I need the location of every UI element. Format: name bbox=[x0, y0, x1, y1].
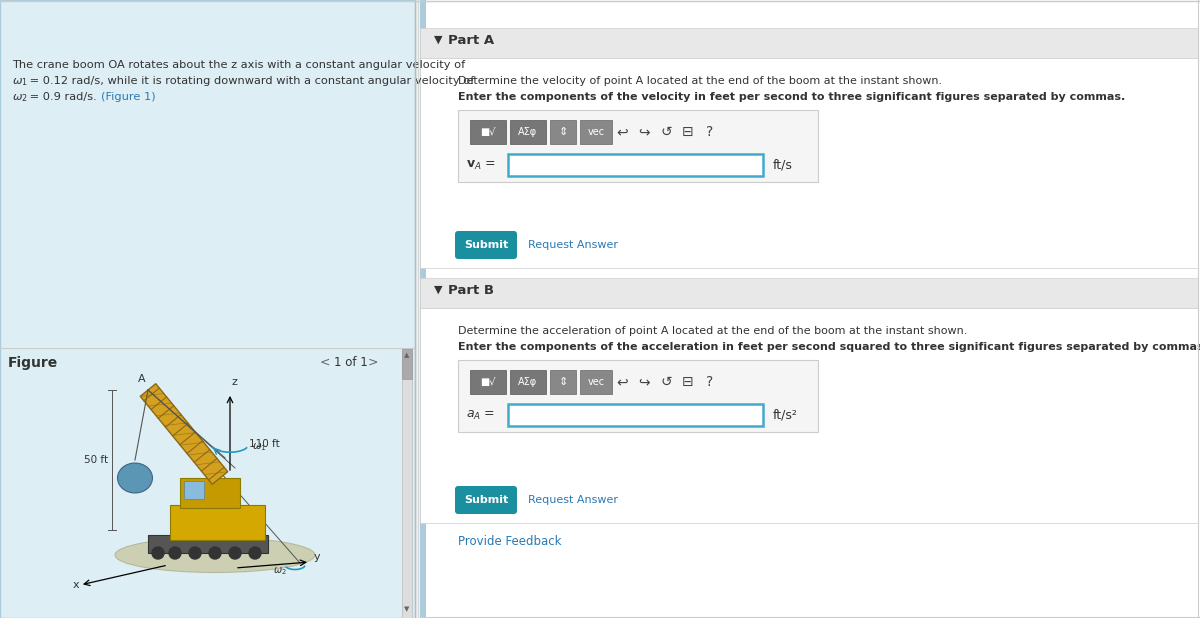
FancyBboxPatch shape bbox=[508, 154, 763, 176]
Text: Part B: Part B bbox=[448, 284, 494, 297]
Text: $\mathit{\omega}_2$: $\mathit{\omega}_2$ bbox=[12, 92, 28, 104]
Text: ↩: ↩ bbox=[616, 375, 628, 389]
Text: vec: vec bbox=[588, 127, 605, 137]
Polygon shape bbox=[140, 384, 228, 485]
Text: ft/s²: ft/s² bbox=[773, 408, 798, 421]
Ellipse shape bbox=[118, 463, 152, 493]
FancyBboxPatch shape bbox=[420, 28, 1198, 58]
FancyBboxPatch shape bbox=[420, 308, 1198, 523]
Circle shape bbox=[190, 547, 202, 559]
Text: $\omega_2$: $\omega_2$ bbox=[274, 565, 287, 577]
Text: ⇕: ⇕ bbox=[558, 127, 568, 137]
Text: vec: vec bbox=[588, 377, 605, 387]
Text: Enter the components of the velocity in feet per second to three significant fig: Enter the components of the velocity in … bbox=[458, 92, 1126, 102]
Text: $a_A$ =: $a_A$ = bbox=[466, 408, 496, 421]
Text: ■√: ■√ bbox=[480, 377, 496, 387]
Circle shape bbox=[229, 547, 241, 559]
Text: 1 of 1: 1 of 1 bbox=[334, 356, 367, 369]
Text: ?: ? bbox=[707, 125, 714, 139]
Text: ΑΣφ: ΑΣφ bbox=[518, 377, 538, 387]
Circle shape bbox=[169, 547, 181, 559]
Circle shape bbox=[209, 547, 221, 559]
Text: ▲: ▲ bbox=[404, 352, 409, 358]
Text: Enter the components of the acceleration in feet per second squared to three sig: Enter the components of the acceleration… bbox=[458, 342, 1200, 352]
Text: = 0.9 rad/s.: = 0.9 rad/s. bbox=[26, 92, 104, 102]
FancyBboxPatch shape bbox=[402, 349, 412, 379]
Text: $\mathit{\omega}_1$: $\mathit{\omega}_1$ bbox=[12, 76, 28, 88]
Text: (Figure 1): (Figure 1) bbox=[101, 92, 156, 102]
Text: Part A: Part A bbox=[448, 34, 494, 47]
FancyBboxPatch shape bbox=[420, 278, 1198, 308]
Text: y: y bbox=[314, 552, 320, 562]
FancyBboxPatch shape bbox=[184, 481, 204, 499]
Text: ↺: ↺ bbox=[660, 125, 672, 139]
Text: ΑΣφ: ΑΣφ bbox=[518, 127, 538, 137]
Text: ▼: ▼ bbox=[434, 35, 443, 45]
Text: Request Answer: Request Answer bbox=[528, 495, 618, 505]
Text: ▼: ▼ bbox=[404, 606, 409, 612]
Text: A: A bbox=[138, 374, 145, 384]
Text: ↪: ↪ bbox=[638, 375, 650, 389]
FancyBboxPatch shape bbox=[580, 120, 612, 144]
Text: >: > bbox=[368, 356, 378, 369]
Text: ⊟: ⊟ bbox=[682, 125, 694, 139]
Text: Request Answer: Request Answer bbox=[528, 240, 618, 250]
Text: ↪: ↪ bbox=[638, 125, 650, 139]
FancyBboxPatch shape bbox=[455, 486, 517, 514]
Circle shape bbox=[250, 547, 262, 559]
Text: 50 ft: 50 ft bbox=[84, 455, 108, 465]
Text: z: z bbox=[232, 377, 238, 387]
Text: ?: ? bbox=[707, 375, 714, 389]
Text: ▼: ▼ bbox=[434, 285, 443, 295]
FancyBboxPatch shape bbox=[455, 231, 517, 259]
Text: Determine the velocity of point A located at the end of the boom at the instant : Determine the velocity of point A locate… bbox=[458, 76, 942, 86]
FancyBboxPatch shape bbox=[508, 404, 763, 426]
Text: Submit: Submit bbox=[464, 240, 508, 250]
FancyBboxPatch shape bbox=[510, 120, 546, 144]
Text: $\mathbf{v}_A$ =: $\mathbf{v}_A$ = bbox=[466, 158, 496, 172]
Text: <: < bbox=[320, 356, 330, 369]
FancyBboxPatch shape bbox=[458, 360, 818, 432]
Text: Figure: Figure bbox=[8, 356, 59, 370]
FancyBboxPatch shape bbox=[170, 505, 265, 540]
Text: Provide Feedback: Provide Feedback bbox=[458, 535, 562, 548]
FancyBboxPatch shape bbox=[550, 370, 576, 394]
Text: ↩: ↩ bbox=[616, 125, 628, 139]
Ellipse shape bbox=[115, 538, 314, 572]
Text: Determine the acceleration of point A located at the end of the boom at the inst: Determine the acceleration of point A lo… bbox=[458, 326, 967, 336]
FancyBboxPatch shape bbox=[580, 370, 612, 394]
FancyBboxPatch shape bbox=[180, 478, 240, 508]
Text: $\omega_1$: $\omega_1$ bbox=[252, 441, 266, 453]
FancyBboxPatch shape bbox=[458, 110, 818, 182]
FancyBboxPatch shape bbox=[0, 0, 415, 618]
FancyBboxPatch shape bbox=[470, 120, 506, 144]
Text: Submit: Submit bbox=[464, 495, 508, 505]
Text: 110 ft: 110 ft bbox=[250, 439, 280, 449]
FancyBboxPatch shape bbox=[470, 370, 506, 394]
FancyBboxPatch shape bbox=[510, 370, 546, 394]
FancyBboxPatch shape bbox=[420, 58, 1198, 268]
Text: ⇕: ⇕ bbox=[558, 377, 568, 387]
FancyBboxPatch shape bbox=[550, 120, 576, 144]
Circle shape bbox=[152, 547, 164, 559]
Text: ft/s: ft/s bbox=[773, 158, 793, 172]
FancyBboxPatch shape bbox=[420, 0, 1200, 618]
FancyBboxPatch shape bbox=[402, 349, 412, 618]
FancyBboxPatch shape bbox=[420, 0, 426, 618]
Text: The crane boom OA rotates about the z axis with a constant angular velocity of: The crane boom OA rotates about the z ax… bbox=[12, 60, 466, 70]
FancyBboxPatch shape bbox=[148, 535, 268, 553]
Text: ■√: ■√ bbox=[480, 127, 496, 137]
Text: ↺: ↺ bbox=[660, 375, 672, 389]
Text: = 0.12 rad/s, while it is rotating downward with a constant angular velocity of: = 0.12 rad/s, while it is rotating downw… bbox=[26, 76, 474, 86]
Text: ⊟: ⊟ bbox=[682, 375, 694, 389]
Text: x: x bbox=[73, 580, 79, 590]
